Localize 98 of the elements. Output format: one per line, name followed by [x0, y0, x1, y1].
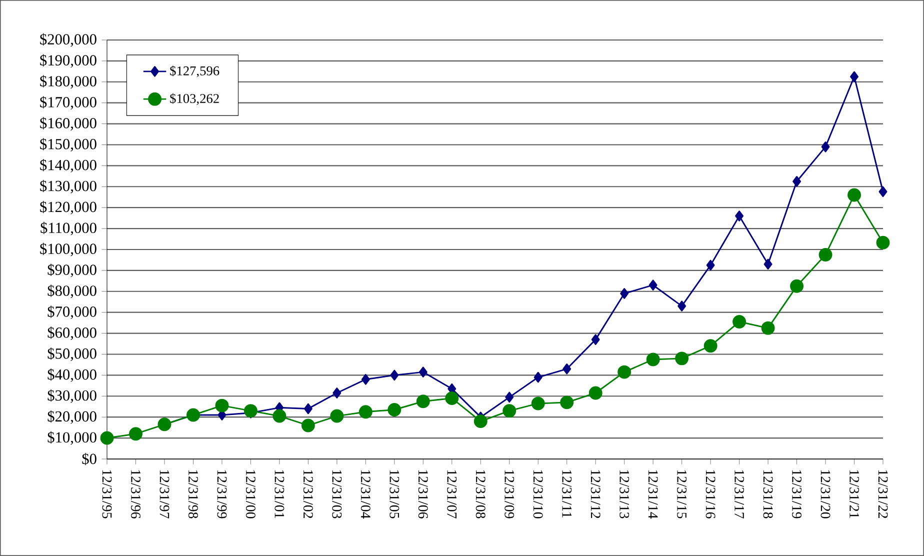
point — [618, 365, 632, 379]
x-tick-label: 12/31/09 — [504, 470, 514, 518]
point — [848, 188, 861, 202]
point — [272, 409, 286, 423]
point — [304, 403, 312, 414]
point — [474, 414, 488, 428]
y-tick-label: $60,000 — [48, 326, 96, 340]
point — [418, 366, 428, 378]
point — [878, 186, 888, 198]
x-tick-label: 12/31/22 — [878, 470, 888, 518]
point — [761, 321, 775, 335]
point — [620, 288, 629, 299]
x-tick-label: 12/31/97 — [160, 470, 170, 518]
x-tick-label: 12/31/16 — [706, 470, 716, 518]
point — [764, 258, 772, 270]
legend-label: $103,262 — [170, 93, 219, 105]
x-tick-label: 12/31/99 — [217, 470, 227, 518]
y-tick-label: $0 — [82, 452, 96, 466]
x-tick-label: 12/31/19 — [792, 470, 802, 518]
point — [790, 279, 804, 293]
point — [646, 352, 660, 366]
x-tick-label: 12/31/14 — [648, 470, 658, 519]
x-tick-label: 12/31/08 — [476, 470, 486, 518]
point — [792, 176, 802, 187]
y-tick-label: $80,000 — [48, 284, 96, 298]
point — [390, 370, 399, 381]
point — [732, 315, 746, 328]
y-tick-label: $150,000 — [40, 138, 96, 152]
point — [876, 236, 890, 250]
x-tick-label: 12/31/98 — [188, 470, 198, 518]
y-tick-label: $140,000 — [40, 158, 96, 172]
x-tick-label: 12/31/04 — [360, 470, 370, 519]
x-tick-label: 12/31/00 — [246, 470, 256, 518]
point — [821, 141, 830, 152]
point — [186, 408, 200, 422]
x-tick-label: 12/31/18 — [763, 470, 773, 518]
point — [534, 372, 542, 383]
point — [158, 418, 172, 432]
y-tick-label: $170,000 — [40, 96, 96, 110]
point — [704, 339, 718, 353]
y-tick-label: $160,000 — [40, 117, 96, 131]
y-tick-label: $120,000 — [40, 200, 96, 214]
point — [416, 394, 430, 408]
x-tick-label: 12/31/10 — [533, 470, 543, 518]
y-tick-label: $70,000 — [48, 306, 96, 320]
x-tick-label: 12/31/05 — [390, 470, 400, 518]
point — [818, 248, 832, 262]
x-tick-label: 12/31/21 — [850, 470, 859, 518]
point — [706, 260, 715, 271]
x-tick-label: 12/31/17 — [734, 470, 744, 518]
x-tick-label: 12/31/06 — [418, 470, 428, 518]
x-tick-label: 12/31/95 — [102, 470, 112, 518]
y-tick-label: $20,000 — [48, 410, 96, 424]
point — [591, 334, 600, 345]
y-tick-label: $40,000 — [48, 368, 96, 382]
x-tick-label: 12/31/03 — [332, 470, 342, 518]
x-tick-label: 12/31/01 — [274, 470, 284, 518]
point — [332, 388, 342, 398]
point — [648, 280, 658, 291]
point — [850, 71, 858, 82]
y-tick-label: $50,000 — [48, 348, 96, 361]
point — [330, 409, 344, 423]
point — [361, 374, 370, 385]
x-tick-label: 12/31/96 — [131, 470, 140, 518]
point — [560, 396, 574, 410]
point — [301, 418, 315, 432]
y-tick-label: $100,000 — [40, 242, 96, 256]
point — [735, 210, 744, 222]
x-tick-label: 12/31/07 — [447, 470, 457, 518]
point — [215, 398, 229, 412]
x-tick-label: 12/31/15 — [677, 470, 687, 518]
y-tick-label: $200,000 — [40, 33, 96, 47]
y-tick-label: $10,000 — [48, 431, 96, 445]
x-tick-label: 12/31/11 — [562, 470, 572, 518]
y-tick-label: $30,000 — [48, 389, 96, 403]
point — [562, 364, 572, 374]
y-tick-label: $190,000 — [40, 54, 96, 68]
point — [445, 391, 459, 405]
y-tick-label: $90,000 — [48, 264, 96, 278]
point — [358, 405, 372, 419]
x-tick-label: 12/31/12 — [590, 470, 600, 518]
point — [588, 386, 602, 400]
x-tick-label: 12/31/13 — [620, 470, 630, 518]
point — [505, 392, 514, 403]
x-tick-label: 12/31/20 — [820, 470, 830, 518]
point — [502, 404, 516, 418]
y-tick-label: $110,000 — [40, 222, 96, 236]
point — [675, 352, 689, 366]
legend-label: $127,596 — [170, 66, 220, 78]
y-tick-label: $130,000 — [40, 180, 96, 194]
x-tick-label: 12/31/02 — [303, 470, 313, 518]
point — [129, 427, 142, 441]
point — [244, 404, 258, 418]
point — [100, 431, 114, 445]
y-tick-label: $180,000 — [40, 75, 96, 89]
point — [531, 396, 545, 410]
point — [388, 403, 402, 416]
point — [678, 300, 686, 312]
